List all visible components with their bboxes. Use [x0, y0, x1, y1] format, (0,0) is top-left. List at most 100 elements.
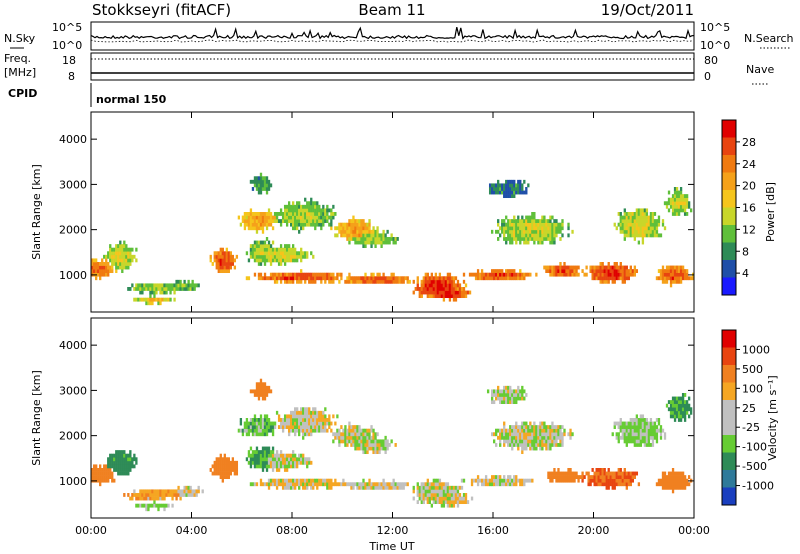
heatmap-cell — [283, 279, 287, 284]
heatmap-cell — [511, 439, 514, 444]
heatmap-cell — [253, 240, 257, 245]
colorbar-segment — [722, 400, 736, 418]
heatmap-cell — [450, 496, 454, 501]
heatmap-cell — [669, 471, 673, 476]
heatmap-cell — [418, 496, 421, 501]
heatmap-cell — [245, 219, 249, 224]
heatmap-cell — [141, 283, 144, 288]
heatmap-cell — [685, 204, 689, 209]
heatmap-cell — [338, 439, 341, 444]
heatmap-cell — [159, 493, 162, 497]
heatmap-cell — [507, 269, 510, 274]
heatmap-cell — [273, 276, 277, 281]
heatmap-cell — [621, 222, 624, 227]
heatmap-cell — [633, 233, 637, 238]
heatmap-cell — [577, 478, 580, 483]
heatmap-cell — [388, 240, 391, 245]
heatmap-cell — [679, 396, 683, 401]
heatmap-cell — [541, 240, 544, 245]
sky-noise-line — [90, 26, 695, 40]
heatmap-cell — [531, 428, 534, 433]
heatmap-cell — [239, 421, 243, 426]
heatmap-cell — [352, 222, 355, 227]
heatmap-cell — [681, 410, 685, 415]
heatmap-cell — [137, 283, 140, 288]
heatmap-cell — [131, 283, 134, 288]
heatmap-cell — [261, 393, 265, 397]
heatmap-cell — [581, 269, 584, 274]
heatmap-cell — [292, 482, 295, 487]
heatmap-cell — [271, 425, 275, 430]
heatmap-cell — [139, 297, 142, 302]
heatmap-cell — [553, 435, 556, 440]
heatmap-cell — [444, 482, 448, 487]
heatmap-cell — [350, 279, 353, 284]
heatmap-cell — [223, 258, 226, 263]
heatmap-cell — [432, 279, 436, 284]
heatmap-cell — [177, 279, 180, 284]
heatmap-cell — [505, 190, 508, 195]
heatmap-cell — [281, 482, 285, 487]
heatmap-cell — [687, 201, 691, 206]
heatmap-cell — [440, 294, 444, 299]
heatmap-cell — [677, 197, 681, 202]
heatmap-cell — [195, 489, 198, 494]
heatmap-cell — [249, 254, 253, 259]
heatmap-cell — [322, 410, 325, 415]
heatmap-cell — [402, 276, 405, 281]
heatmap-cell — [183, 485, 186, 490]
heatmap-cell — [625, 265, 628, 270]
heatmap-cell — [392, 276, 395, 281]
heatmap-cell — [458, 290, 462, 295]
heatmap-cell — [673, 269, 677, 274]
colorbar-frame — [721, 329, 737, 506]
heatmap-cell — [292, 254, 295, 259]
heatmap-cell — [527, 428, 530, 433]
heatmap-cell — [93, 258, 96, 263]
heatmap-cell — [519, 393, 522, 397]
heatmap-cell — [259, 226, 263, 231]
heatmap-cell — [454, 287, 458, 291]
heatmap-cell — [330, 276, 333, 281]
heatmap-cell — [131, 258, 134, 263]
heatmap-cell — [493, 432, 496, 437]
heatmap-cell — [163, 290, 166, 295]
freq-label: Freq. — [4, 52, 31, 65]
heatmap-cell — [396, 279, 399, 284]
heatmap-cell — [269, 215, 273, 220]
heatmap-cell — [679, 279, 683, 284]
heatmap-cell — [127, 262, 130, 266]
heatmap-cell — [269, 428, 273, 433]
heatmap-cell — [277, 276, 281, 281]
heatmap-cell — [683, 482, 687, 487]
heatmap-cell — [233, 460, 237, 465]
heatmap-cell — [183, 287, 186, 291]
heatmap-cell — [519, 240, 522, 245]
heatmap-cell — [275, 251, 279, 256]
heatmap-cell — [348, 421, 351, 426]
heatmap-cell — [505, 226, 508, 231]
heatmap-cell — [623, 421, 626, 426]
heatmap-cell — [649, 219, 653, 224]
heatmap-cell — [623, 475, 626, 480]
heatmap-cell — [619, 475, 622, 480]
heatmap-cell — [300, 414, 303, 419]
heatmap-cell — [292, 279, 295, 284]
heatmap-cell — [245, 212, 249, 216]
heatmap-cell — [263, 187, 267, 191]
heatmap-cell — [517, 190, 520, 195]
heatmap-cell — [497, 475, 500, 480]
heatmap-cell — [269, 450, 273, 455]
heatmap-cell — [474, 276, 478, 281]
heatmap-cell — [324, 272, 327, 277]
heatmap-cell — [390, 439, 393, 444]
heatmap-cell — [422, 496, 425, 501]
heatmap-cell — [503, 226, 506, 231]
heatmap-cell — [342, 226, 345, 231]
heatmap-cell — [121, 460, 124, 465]
heatmap-cell — [561, 233, 564, 238]
heatmap-cell — [289, 410, 293, 415]
heatmap-cell — [677, 212, 681, 216]
heatmap-cell — [571, 471, 574, 476]
